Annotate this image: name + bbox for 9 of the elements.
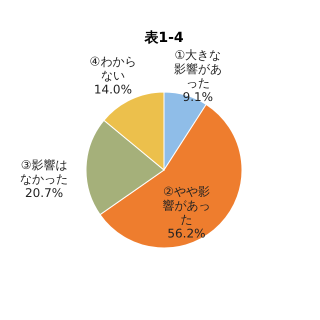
slice-label: ③影響はなかった — [20, 158, 68, 186]
slice-label: ④わからない — [90, 54, 136, 82]
data-label: 14.0% — [94, 82, 132, 96]
slice-label: ①大きな影響があった — [174, 48, 222, 90]
data-label: 56.2% — [167, 226, 206, 241]
slice-label: ②やや影響があった — [162, 184, 210, 227]
data-label: 20.7% — [25, 186, 64, 200]
data-label: 9.1% — [182, 90, 214, 104]
chart-title: 表1-4 — [143, 30, 184, 46]
